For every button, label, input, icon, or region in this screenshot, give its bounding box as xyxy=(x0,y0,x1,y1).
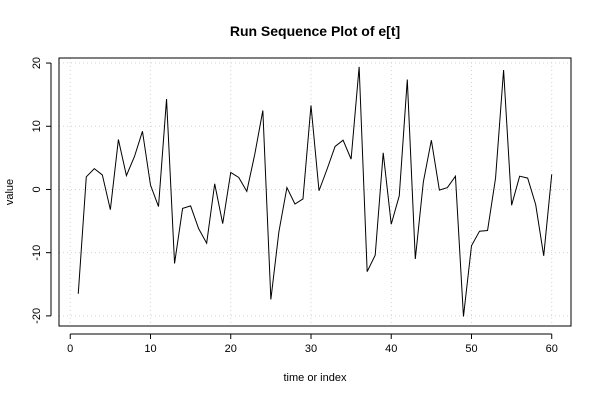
plot-frame xyxy=(58,57,572,327)
series-line-0 xyxy=(77,66,553,317)
x-tick-label-0: 0 xyxy=(67,343,73,355)
x-tick-label-5: 50 xyxy=(465,343,477,355)
x-tick-label-4: 40 xyxy=(385,343,397,355)
y-tick-label-2: 0 xyxy=(31,186,43,192)
y-axis: -20 -10 0 10 20 xyxy=(31,57,52,324)
x-tick-label-1: 10 xyxy=(144,343,156,355)
x-tick-label-3: 30 xyxy=(305,343,317,355)
x-tick-label-2: 20 xyxy=(225,343,237,355)
y-tick-label-1: -10 xyxy=(31,245,43,261)
y-tick-label-4: 20 xyxy=(31,57,43,69)
y-axis-label: value xyxy=(4,179,16,205)
x-tick-label-6: 60 xyxy=(546,343,558,355)
x-axis-label: time or index xyxy=(284,372,347,384)
y-tick-label-0: -20 xyxy=(31,308,43,324)
x-axis: 0 10 20 30 40 50 60 xyxy=(67,333,558,355)
series-layer xyxy=(77,66,553,317)
y-tick-label-3: 10 xyxy=(31,120,43,132)
chart-title: Run Sequence Plot of e[t] xyxy=(230,23,400,39)
grid xyxy=(59,58,571,326)
